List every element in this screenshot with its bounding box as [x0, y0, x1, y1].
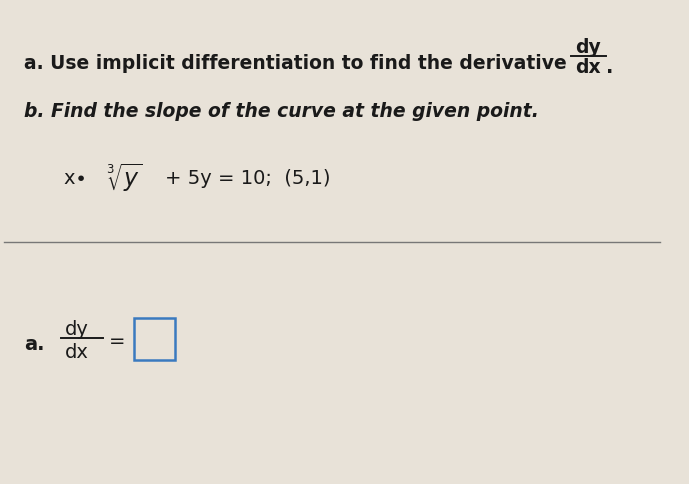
- Text: dx: dx: [575, 58, 600, 76]
- Text: a. Use implicit differentiation to find the derivative: a. Use implicit differentiation to find …: [24, 54, 566, 73]
- Text: dx: dx: [65, 342, 88, 361]
- Text: dy: dy: [575, 37, 601, 57]
- Text: + 5y = 10;  (5,1): + 5y = 10; (5,1): [165, 168, 330, 187]
- Text: a.: a.: [24, 335, 44, 354]
- Text: dy: dy: [65, 319, 88, 338]
- Text: $\sqrt[3]{y}$: $\sqrt[3]{y}$: [106, 162, 142, 194]
- Text: .: .: [606, 58, 614, 76]
- Bar: [134, 318, 175, 360]
- Text: b. Find the slope of the curve at the given point.: b. Find the slope of the curve at the gi…: [24, 102, 539, 121]
- Text: =: =: [109, 332, 125, 350]
- Text: x$\bullet$: x$\bullet$: [63, 168, 85, 187]
